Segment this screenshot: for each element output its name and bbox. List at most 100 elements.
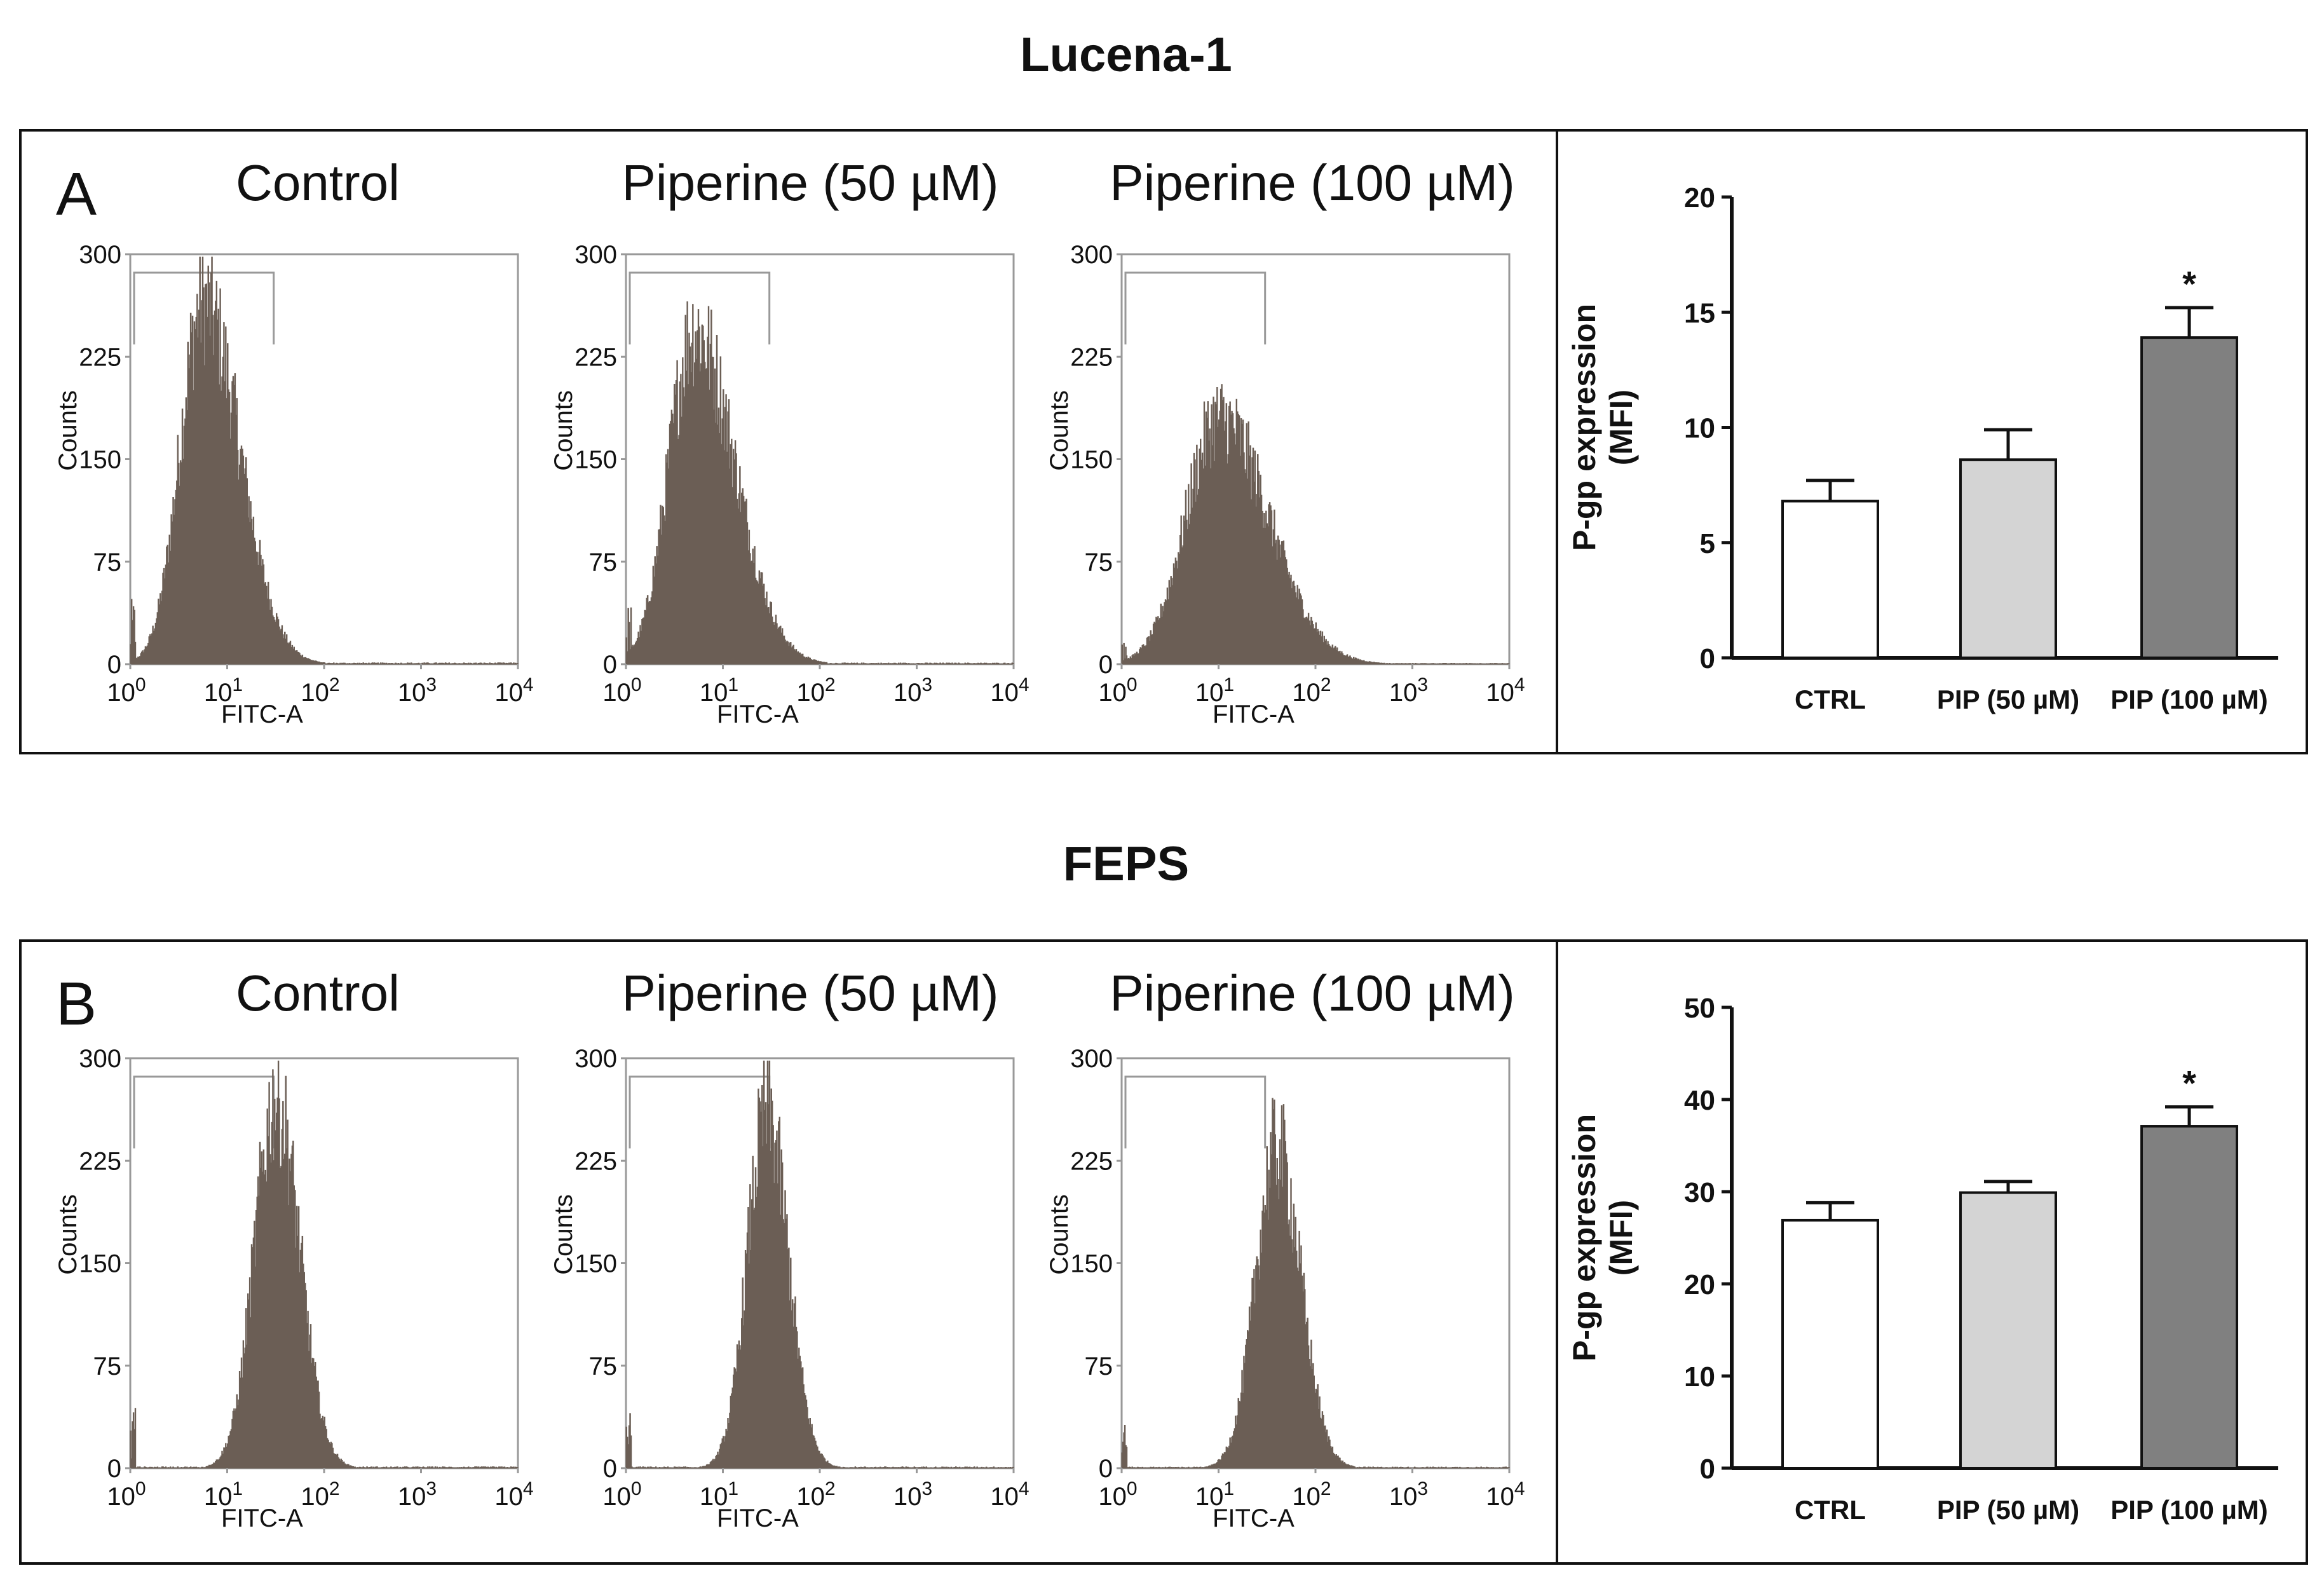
gate-bracket	[629, 1075, 771, 1148]
bar-y-tick-label: 10	[1684, 413, 1715, 444]
y-tick-label: 0	[107, 651, 121, 679]
histogram-title: Piperine (100 µM)	[1110, 154, 1514, 211]
y-axis-label: Counts	[1045, 390, 1073, 471]
y-tick-label: 0	[603, 651, 617, 679]
y-tick-label: 0	[107, 1455, 121, 1483]
y-tick-label: 225	[79, 343, 121, 371]
y-tick-label: 300	[1070, 241, 1113, 269]
y-axis-label: Counts	[550, 390, 578, 471]
bar-y-tick-label: 0	[1700, 1454, 1715, 1485]
histogram-1: Control 0 75 150 225 300 100 101 102 103 104 FITC-A…	[54, 154, 534, 728]
x-tick-label: 101	[204, 674, 243, 707]
x-tick-label: 104	[1486, 674, 1525, 707]
y-tick-label: 225	[1070, 1147, 1113, 1175]
y-tick-label: 225	[574, 1147, 617, 1175]
significance-mark: *	[2182, 1063, 2196, 1103]
significance-mark: *	[2182, 264, 2196, 304]
gate-bracket	[1124, 271, 1267, 344]
bar-y-tick-label: 20	[1684, 1269, 1715, 1300]
histogram-distribution	[130, 1060, 519, 1469]
x-tick-label: 104	[990, 1478, 1029, 1511]
bar-y-tick-label: 15	[1684, 297, 1715, 329]
x-tick-label: 102	[1292, 1478, 1331, 1511]
panel-letter: A	[56, 160, 97, 228]
y-axis-label: Counts	[54, 390, 82, 471]
histogram-2: Piperine (50 µM) 0 75 150 225 300 100 101 102 103…	[550, 965, 1029, 1532]
histogram-title: Control	[236, 154, 400, 211]
bar-category-label: CTRL	[1795, 685, 1866, 714]
panel-border	[19, 129, 2308, 754]
x-axis-label: FITC-A	[717, 1504, 799, 1532]
bar-category-label: PIP (100 µM)	[2110, 685, 2268, 714]
x-tick-label: 101	[700, 674, 738, 707]
histogram-title: Piperine (50 µM)	[622, 965, 999, 1021]
y-tick-label: 300	[574, 1045, 617, 1073]
x-tick-label: 100	[1098, 1478, 1137, 1511]
section-title: Lucena-1	[1020, 28, 1232, 82]
y-tick-label: 75	[589, 548, 618, 576]
y-tick-label: 225	[574, 343, 617, 371]
bar	[1959, 458, 2057, 659]
y-tick-label: 75	[589, 1352, 618, 1380]
y-tick-label: 0	[603, 1455, 617, 1483]
bar-y-tick-label: 40	[1684, 1085, 1715, 1116]
panel-letter: B	[56, 970, 97, 1038]
histogram-3: Piperine (100 µM) 0 75 150 225 300 100 101 102 10…	[1045, 154, 1525, 728]
bar-y-axis-label: P-gp expression(MFI)	[1566, 304, 1639, 551]
bar-y-tick-label: 5	[1700, 528, 1715, 559]
histogram-frame	[625, 1057, 1015, 1469]
x-tick-label: 103	[894, 674, 932, 707]
y-tick-label: 300	[79, 241, 121, 269]
y-axis-label: Counts	[550, 1194, 578, 1275]
x-tick-label: 103	[894, 1478, 932, 1511]
bar-y-tick-label: 50	[1684, 993, 1715, 1024]
x-tick-label: 101	[700, 1478, 738, 1511]
gate-bracket	[1124, 1075, 1267, 1148]
x-tick-label: 102	[301, 674, 339, 707]
section-title: FEPS	[1063, 837, 1190, 891]
bar-category-label: PIP (100 µM)	[2110, 1495, 2268, 1525]
x-tick-label: 102	[796, 1478, 835, 1511]
x-tick-label: 102	[1292, 674, 1331, 707]
x-tick-label: 103	[398, 674, 437, 707]
x-tick-label: 104	[494, 1478, 533, 1511]
bar-chart: 0 5 10 15 20 P-gp expression(MFI) CTRL PIP (50 …	[1566, 182, 2278, 714]
x-axis-label: FITC-A	[1213, 1504, 1295, 1532]
y-tick-label: 75	[93, 1352, 122, 1380]
y-tick-label: 75	[1085, 548, 1113, 576]
bar-y-tick-label: 30	[1684, 1177, 1715, 1208]
y-tick-label: 75	[1085, 1352, 1113, 1380]
x-tick-label: 104	[990, 674, 1029, 707]
bar-category-label: PIP (50 µM)	[1937, 685, 2079, 714]
histogram-distribution	[1121, 1098, 1510, 1469]
gate-bracket	[133, 1075, 275, 1148]
x-tick-label: 102	[796, 674, 835, 707]
gate-bracket	[629, 271, 771, 344]
bar	[1781, 500, 1879, 659]
y-tick-label: 225	[1070, 343, 1113, 371]
histogram-distribution	[130, 256, 519, 665]
bar-chart: 0 10 20 30 40 50 P-gp expression(MFI) CTRL PIP (…	[1566, 993, 2278, 1525]
x-axis-label: FITC-A	[221, 1504, 303, 1532]
y-tick-label: 150	[79, 446, 121, 474]
x-tick-label: 103	[1389, 674, 1428, 707]
gate-bracket	[133, 271, 275, 344]
histogram-title: Control	[236, 965, 400, 1021]
bar	[2140, 1125, 2238, 1470]
bar	[2140, 336, 2238, 659]
bar-y-tick-label: 20	[1684, 182, 1715, 214]
x-tick-label: 104	[1486, 1478, 1525, 1511]
y-tick-label: 0	[1099, 651, 1113, 679]
histogram-2: Piperine (50 µM) 0 75 150 225 300 100 101 102 103…	[550, 154, 1029, 728]
bar-category-label: PIP (50 µM)	[1937, 1495, 2079, 1525]
y-tick-label: 75	[93, 548, 122, 576]
x-tick-label: 100	[107, 1478, 146, 1511]
x-tick-label: 100	[602, 1478, 641, 1511]
histogram-distribution	[625, 1060, 1014, 1469]
x-tick-label: 100	[1098, 674, 1137, 707]
x-axis-label: FITC-A	[1213, 700, 1295, 728]
bar-y-axis-label: P-gp expression(MFI)	[1566, 1114, 1639, 1361]
